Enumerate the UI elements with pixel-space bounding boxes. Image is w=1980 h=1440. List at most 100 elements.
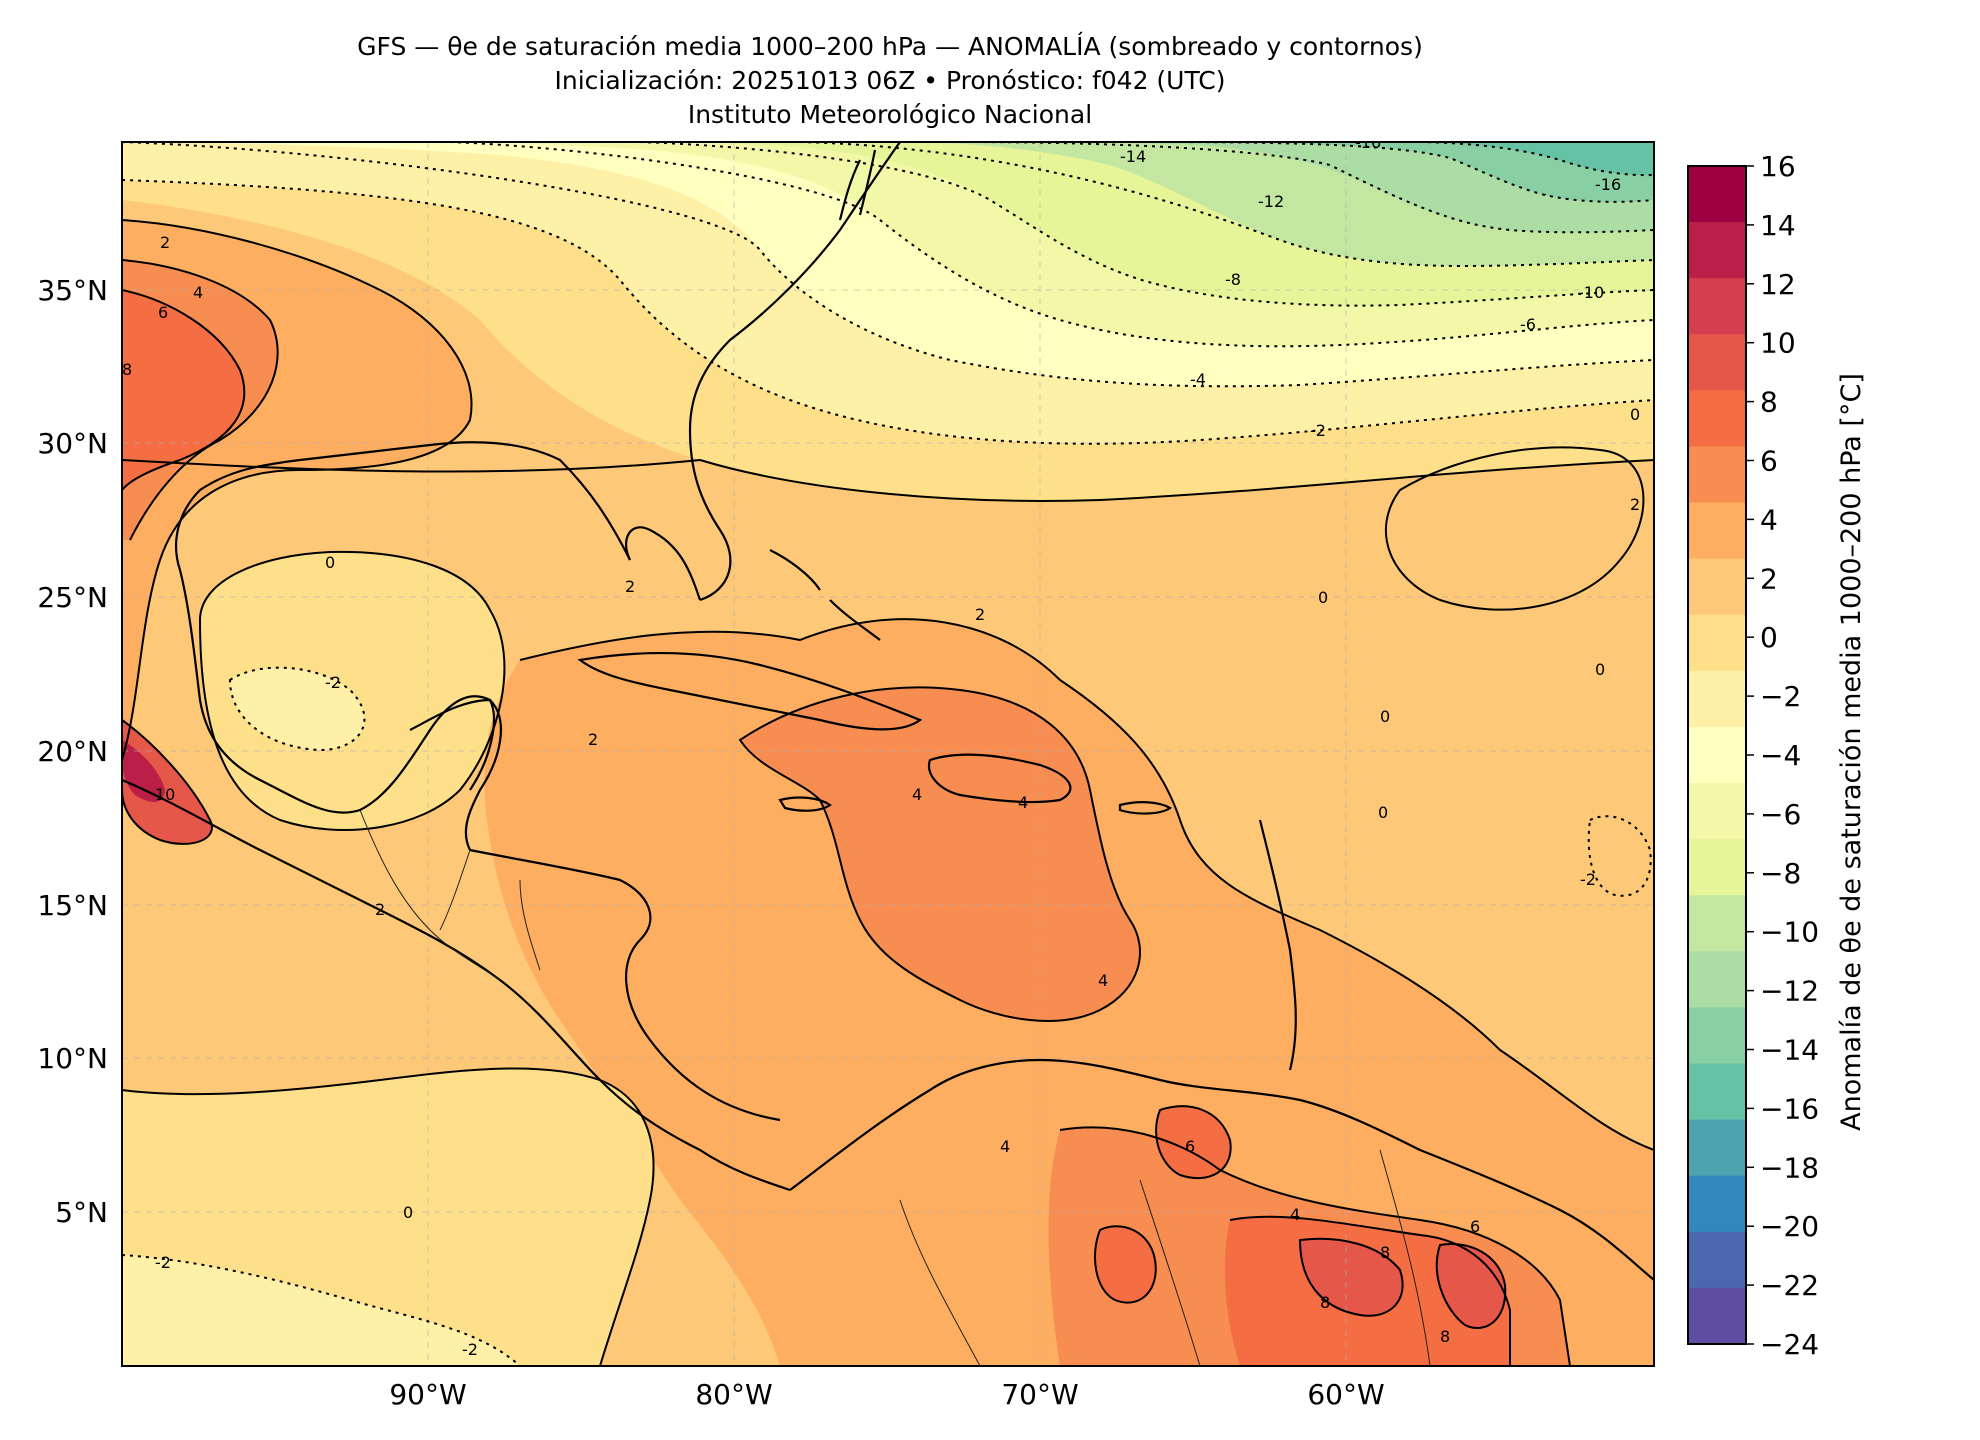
colorbar-tick-label: 2 <box>1760 562 1778 595</box>
colorbar-segment <box>1688 390 1746 447</box>
colorbar-tick-label: 16 <box>1760 150 1796 183</box>
colorbar-segment <box>1688 558 1746 616</box>
anomaly-field-west-very-hot <box>122 740 165 802</box>
colorbar-segment <box>1688 1287 1746 1345</box>
contour-label: -2 <box>1310 421 1326 440</box>
colorbar-tick-label: −8 <box>1760 857 1801 890</box>
colorbar-segment <box>1688 278 1746 335</box>
coast-us-east <box>688 142 901 602</box>
colorbar-tick-label: −14 <box>1760 1034 1819 1067</box>
contour-label: 0 <box>1378 803 1388 822</box>
contour-label: -14 <box>1120 147 1146 166</box>
colorbar-tick-label: 14 <box>1760 209 1796 242</box>
contour-label: -2 <box>462 1340 478 1359</box>
colorbar-tick-label: −18 <box>1760 1151 1819 1184</box>
coast-yucatan <box>409 698 502 851</box>
lon-tick-label: 70°W <box>1001 1378 1078 1411</box>
contour-label: 4 <box>193 283 203 302</box>
contour-label: 0 <box>1630 405 1640 424</box>
contour-label: -16 <box>1595 175 1621 194</box>
contour-labels: -16 -16 -14 -12 -10 -8 -6 -4 -2 -2 -2 -2… <box>122 133 1640 1359</box>
lat-tick-label: 20°N <box>37 735 108 768</box>
coast-puerto-rico <box>1118 801 1173 815</box>
colorbar-segment <box>1688 1119 1746 1177</box>
colorbar-segment <box>1688 783 1746 840</box>
colorbar-tick-label: −22 <box>1760 1269 1819 1302</box>
anomaly-field-pacific-neg4-neg2 <box>122 1255 520 1366</box>
colorbar-segment <box>1688 1175 1746 1233</box>
lat-ticks: 5°N 10°N 15°N 20°N 25°N 30°N 35°N <box>37 274 108 1229</box>
coast-gulf-north <box>175 441 631 571</box>
colorbar-segment <box>1688 1007 1746 1065</box>
lat-tick-label: 30°N <box>37 427 108 460</box>
lat-tick-label: 10°N <box>37 1042 108 1075</box>
contour-label: 8 <box>122 360 132 379</box>
contour-label: 0 <box>1380 707 1390 726</box>
contour-label: 0 <box>403 1203 413 1222</box>
anomaly-field-6-8-b <box>1156 1106 1231 1179</box>
colorbar-tick-label: −16 <box>1760 1092 1819 1125</box>
anomaly-field-neg18-neg16 <box>1420 142 1654 176</box>
contour-label: -8 <box>1225 270 1241 289</box>
title-line-1: GFS — θe de saturación media 1000–200 hP… <box>357 32 1423 61</box>
colorbar-tick-label: 10 <box>1760 327 1796 360</box>
contour-label: 2 <box>160 233 170 252</box>
coastlines <box>122 142 1654 1281</box>
anomaly-field-gulf-neg4-neg2 <box>230 667 365 750</box>
colorbar-segment <box>1688 951 1746 1008</box>
colorbar-segment <box>1688 895 1746 952</box>
negative-contours <box>122 142 1654 1366</box>
contour-label: 2 <box>1630 495 1640 514</box>
contour-label: 4 <box>1098 971 1108 990</box>
coast-cuba <box>577 651 923 731</box>
lon-tick-label: 80°W <box>695 1378 772 1411</box>
contour-label: -16 <box>1355 133 1381 152</box>
contour-label: 6 <box>1470 1217 1480 1236</box>
contour-label: 8 <box>1320 1293 1330 1312</box>
coast-lesser-antilles <box>1258 819 1297 1071</box>
lon-tick-label: 60°W <box>1307 1378 1384 1411</box>
colorbar-tick-label: −6 <box>1760 798 1801 831</box>
colorbar-tick-label: −10 <box>1760 916 1819 949</box>
coast-jamaica <box>778 796 832 812</box>
colorbar-tick-label: 0 <box>1760 621 1778 654</box>
colorbar-segment <box>1688 670 1746 728</box>
colorbar-segment <box>1688 839 1746 896</box>
colorbar-tick-label: 8 <box>1760 386 1778 419</box>
colorbar-segment <box>1688 334 1746 391</box>
map-area: -16 -16 -14 -12 -10 -8 -6 -4 -2 -2 -2 -2… <box>122 133 1654 1366</box>
gridlines <box>122 142 1654 1366</box>
contour-label: 2 <box>588 730 598 749</box>
contour-label: 4 <box>1018 793 1028 812</box>
contour-label: 0 <box>325 553 335 572</box>
title-line-2: Inicialización: 20251013 06Z • Pronóstic… <box>554 66 1226 95</box>
colorbar-tick-label: −24 <box>1760 1328 1819 1361</box>
contour-label: -2 <box>155 1253 171 1272</box>
colorbar-segment <box>1688 446 1746 504</box>
anomaly-field-6-8-c <box>1095 1226 1156 1303</box>
colorbar-label: Anomalía de θe de saturación media 1000–… <box>1836 373 1867 1131</box>
positive-contours <box>122 219 1654 1366</box>
contour-label: 4 <box>1000 1137 1010 1156</box>
anomaly-field-8-10 <box>1300 1238 1403 1316</box>
colorbar: 16 14 12 10 8 6 4 2 0 −2 −4 −6 −8 −10 −12 −14 −16 −18 −20 −… <box>1687 150 1819 1361</box>
contour-label: -12 <box>1258 192 1284 211</box>
lat-tick-label: 35°N <box>37 274 108 307</box>
colorbar-tick-label: 4 <box>1760 503 1778 536</box>
map-frame <box>121 141 1655 1367</box>
lon-tick-label: 90°W <box>389 1378 466 1411</box>
colorbar-tick-label: −20 <box>1760 1210 1819 1243</box>
contour-label: 0 <box>1318 588 1328 607</box>
contour-label: 4 <box>912 785 922 804</box>
contour-label: -2 <box>325 673 341 692</box>
anomaly-field-west-6-8 <box>122 290 245 490</box>
colorbar-segment <box>1688 726 1746 784</box>
contour-label: 8 <box>1440 1327 1450 1346</box>
lat-tick-label: 15°N <box>37 889 108 922</box>
contour-label: -4 <box>1190 370 1206 389</box>
colorbar-segment <box>1688 1063 1746 1121</box>
title-line-3: Instituto Meteorológico Nacional <box>687 100 1093 129</box>
contour-label: 8 <box>1380 1243 1390 1262</box>
anomaly-field-8-10-b <box>1436 1244 1506 1329</box>
